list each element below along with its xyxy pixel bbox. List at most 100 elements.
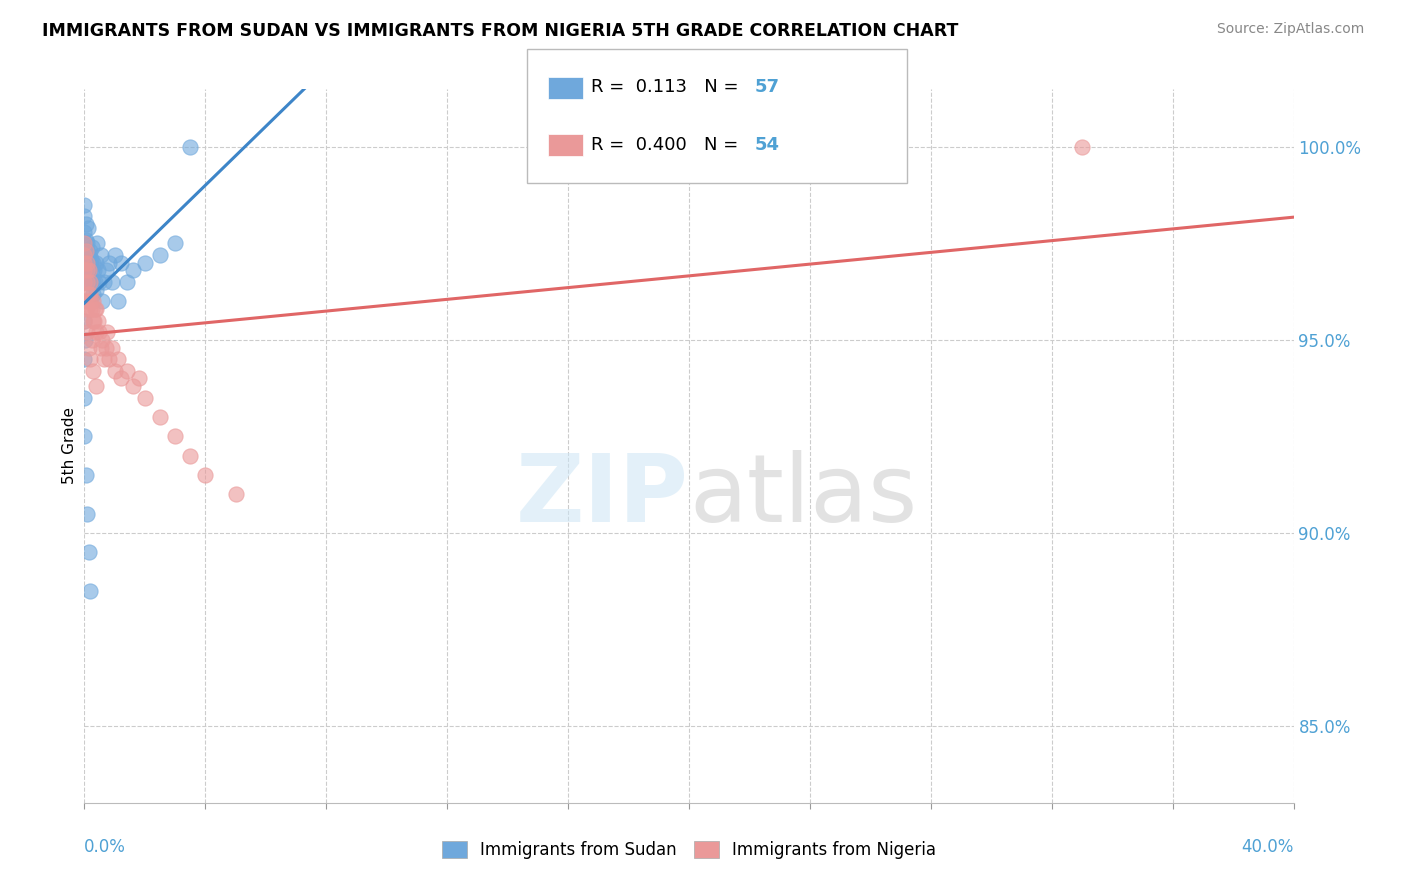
Point [84,256,107,270]
Point [86,379,108,393]
Point [94,341,117,355]
Text: 57: 57 [755,78,780,96]
Point [96,325,118,339]
Point [79,271,101,285]
Text: 0.0%: 0.0% [84,838,127,856]
Point [73,210,96,224]
Point [134,391,156,405]
Point [110,371,132,385]
Point [76,263,98,277]
Point [73,198,96,212]
Point [93,352,115,367]
Point [79,275,101,289]
Point [104,364,127,378]
Point [83,313,105,327]
Point [73,256,96,270]
Point [76,256,98,270]
Point [83,263,105,277]
Point [73,333,96,347]
Point [73,225,96,239]
Point [80,263,103,277]
Point [121,263,143,277]
Point [121,379,143,393]
Point [73,313,96,327]
Point [149,410,172,425]
Text: ZIP: ZIP [516,450,689,542]
Point [100,341,122,355]
Point [77,248,100,262]
Point [77,545,100,559]
Point [91,333,114,347]
Point [134,256,156,270]
Point [110,256,132,270]
Point [86,301,108,316]
Point [75,248,97,262]
Point [115,275,138,289]
Point [77,341,100,355]
Point [93,275,115,289]
Point [75,233,97,247]
Point [82,294,104,309]
Point [80,240,103,254]
Point [73,256,96,270]
Point [87,313,110,327]
Point [82,275,104,289]
Point [107,352,129,367]
Point [79,286,101,301]
Point [86,236,108,251]
Point [79,256,101,270]
Point [1071,140,1094,154]
Point [165,236,187,251]
Point [73,263,96,277]
Point [97,352,120,367]
Point [77,275,100,289]
Point [80,294,103,309]
Point [128,371,150,385]
Point [73,429,96,443]
Text: IMMIGRANTS FROM SUDAN VS IMMIGRANTS FROM NIGERIA 5TH GRADE CORRELATION CHART: IMMIGRANTS FROM SUDAN VS IMMIGRANTS FROM… [42,22,959,40]
Point [91,294,114,309]
Point [86,283,108,297]
Point [149,248,172,262]
Point [73,248,96,262]
Point [80,301,103,316]
Point [79,352,101,367]
Point [165,429,187,443]
Point [73,236,96,251]
Point [73,313,96,327]
Point [179,140,201,154]
Point [179,449,201,463]
Point [73,236,96,251]
Point [77,286,100,301]
Point [79,583,101,598]
Point [75,467,97,482]
Legend: Immigrants from Sudan, Immigrants from Nigeria: Immigrants from Sudan, Immigrants from N… [436,834,942,866]
Point [77,221,100,235]
Point [80,333,103,347]
Point [84,275,107,289]
Point [75,301,97,316]
Point [90,248,112,262]
Point [75,244,97,259]
Point [76,217,98,231]
Point [100,275,122,289]
Point [73,391,96,405]
Point [115,364,138,378]
Point [94,263,117,277]
Point [82,286,104,301]
Point [77,263,100,277]
Point [73,294,96,309]
Point [76,236,98,251]
Point [76,256,98,270]
Point [82,364,104,378]
Point [76,244,98,259]
Text: 40.0%: 40.0% [1241,838,1294,856]
Point [84,325,107,339]
Text: R =  0.113   N =: R = 0.113 N = [591,78,744,96]
Point [77,263,100,277]
Point [73,275,96,289]
Point [73,275,96,289]
Point [79,244,101,259]
Point [107,294,129,309]
Point [76,507,98,521]
